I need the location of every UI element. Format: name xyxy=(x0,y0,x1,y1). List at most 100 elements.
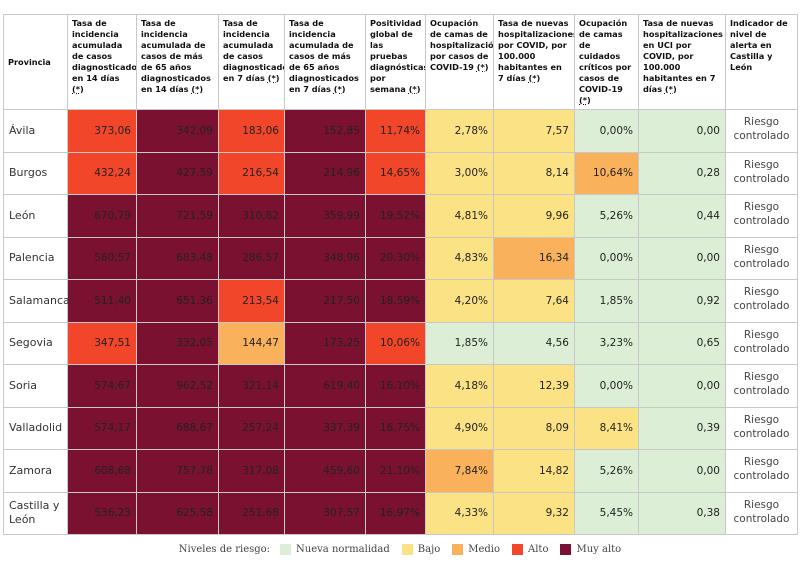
province-name: León xyxy=(3,194,68,238)
table-row: León 670,79 721,59 310,82 359,99 19,52% 4,81% 9… xyxy=(3,194,798,238)
indicator-cell: 4,20% xyxy=(425,279,494,323)
table-row: Zamora 608,68 757,78 317,08 459,60 21,10% 7,84… xyxy=(3,449,798,493)
indicator-cell: 337,39 xyxy=(284,406,366,450)
indicator-cell: 0,00% xyxy=(574,109,639,153)
indicator-cell: 0,00% xyxy=(574,364,639,408)
indicator-cell: 0,00% xyxy=(574,236,639,280)
legend-swatch xyxy=(401,543,413,555)
indicator-cell: 317,08 xyxy=(218,449,285,493)
indicator-cell: 144,47 xyxy=(218,321,285,365)
legend-label: Muy alto xyxy=(576,543,622,555)
indicator-cell: 3,23% xyxy=(574,321,639,365)
indicator-cell: 16,34 xyxy=(493,236,575,280)
indicator-cell: 625,58 xyxy=(136,491,219,535)
indicator-cell: 286,57 xyxy=(218,236,285,280)
indicator-cell: 348,96 xyxy=(284,236,366,280)
indicator-cell: 0,92 xyxy=(638,279,726,323)
header-indicador: Indicador de nivel de alerta en Castilla… xyxy=(725,14,798,110)
header-provincia: Provincia xyxy=(3,14,68,110)
indicator-cell: 9,96 xyxy=(493,194,575,238)
header-ocupacion-camas: Ocupación de camas de hospitalización po… xyxy=(425,14,494,110)
province-name: Salamanca xyxy=(3,279,70,323)
indicator-cell: 257,24 xyxy=(218,406,285,450)
indicator-cell: 574,67 xyxy=(67,364,137,408)
legend-label: Bajo xyxy=(417,543,441,555)
header-ia14: Tasa de incidencia acumulada de casos di… xyxy=(67,14,137,110)
indicator-cell: 0,28 xyxy=(638,151,726,195)
legend-item: Muy alto xyxy=(560,543,622,555)
indicator-cell: 511,40 xyxy=(67,279,137,323)
province-name: Zamora xyxy=(3,449,68,493)
indicator-cell: 9,32 xyxy=(493,491,575,535)
table-row: Segovia 347,51 332,05 144,47 173,25 10,06% 1,8… xyxy=(3,321,798,365)
indicator-cell: 757,78 xyxy=(136,449,219,493)
indicator-cell: 16,10% xyxy=(365,364,426,408)
legend-label: Alto xyxy=(528,543,549,555)
header-ia14-65: Tasa de incidencia acumulada de casos de… xyxy=(136,14,219,110)
legend-label: Medio xyxy=(468,543,501,555)
indicator-cell: 14,65% xyxy=(365,151,426,195)
province-name: Burgos xyxy=(3,151,68,195)
legend-swatch xyxy=(560,543,572,555)
indicator-cell: 0,00 xyxy=(638,449,726,493)
table-row: Salamanca 511,40 651,36 213,54 217,50 18,59% 4… xyxy=(3,279,798,323)
legend-swatch xyxy=(280,543,292,555)
indicator-cell: 321,14 xyxy=(218,364,285,408)
alert-level: Riesgo controlado xyxy=(725,406,798,450)
indicator-cell: 214,96 xyxy=(284,151,366,195)
indicator-cell: 619,40 xyxy=(284,364,366,408)
indicator-cell: 3,00% xyxy=(425,151,494,195)
indicator-cell: 1,85% xyxy=(574,279,639,323)
legend-swatch xyxy=(512,543,524,555)
indicator-cell: 10,06% xyxy=(365,321,426,365)
legend-item: Medio xyxy=(452,543,501,555)
table-row: Soria 574,67 962,52 321,14 619,40 16,10% 4,18%… xyxy=(3,364,798,408)
province-name: Valladolid xyxy=(3,406,68,450)
province-name: Ávila xyxy=(3,109,68,153)
header-positividad: Positividad global de las pruebas diagnó… xyxy=(365,14,426,110)
indicator-cell: 20,30% xyxy=(365,236,426,280)
legend-label: Nueva normalidad xyxy=(296,543,390,555)
header-row: Provincia Tasa de incidencia acumulada d… xyxy=(3,14,798,110)
indicator-cell: 217,50 xyxy=(284,279,366,323)
alert-level: Riesgo controlado xyxy=(725,236,798,280)
indicator-cell: 574,17 xyxy=(67,406,137,450)
alert-level: Riesgo controlado xyxy=(725,491,798,535)
indicator-cell: 16,75% xyxy=(365,406,426,450)
indicator-cell: 8,14 xyxy=(493,151,575,195)
table-row: Valladolid 574,17 688,67 257,24 337,39 16,75%… xyxy=(3,406,798,450)
indicator-cell: 7,64 xyxy=(493,279,575,323)
indicator-cell: 0,65 xyxy=(638,321,726,365)
header-ocupacion-criticos: Ocupación de camas de cuidados críticos … xyxy=(574,14,639,110)
indicator-cell: 5,26% xyxy=(574,194,639,238)
indicator-cell: 0,00 xyxy=(638,236,726,280)
indicator-cell: 213,54 xyxy=(218,279,285,323)
table-row: Burgos 432,24 427,59 216,54 214,96 14,65% 3,00… xyxy=(3,151,798,195)
header-nuevas-uci: Tasa de nuevas hospitalizaciones en UCI … xyxy=(638,14,726,110)
header-ia7-65: Tasa de incidencia acumulada de casos de… xyxy=(284,14,366,110)
indicator-cell: 373,06 xyxy=(67,109,137,153)
legend-item: Nueva normalidad xyxy=(280,543,390,555)
indicator-cell: 4,90% xyxy=(425,406,494,450)
table-row: Ávila 373,06 342,09 183,06 152,85 11,74% 2,78%… xyxy=(3,109,798,153)
table-row: Castilla y León 536,23 625,58 251,68 307,57 1… xyxy=(3,491,798,535)
legend-title: Niveles de riesgo: xyxy=(178,543,271,555)
indicator-cell: 342,09 xyxy=(136,109,219,153)
indicator-cell: 536,23 xyxy=(67,491,137,535)
indicator-cell: 688,67 xyxy=(136,406,219,450)
indicator-cell: 608,68 xyxy=(67,449,137,493)
indicator-cell: 670,79 xyxy=(67,194,137,238)
indicator-cell: 21,10% xyxy=(365,449,426,493)
indicator-cell: 0,39 xyxy=(638,406,726,450)
province-name: Segovia xyxy=(3,321,68,365)
indicator-cell: 359,99 xyxy=(284,194,366,238)
alert-indicators-table: Provincia Tasa de incidencia acumulada d… xyxy=(3,14,798,535)
indicator-cell: 683,48 xyxy=(136,236,219,280)
indicator-cell: 0,00 xyxy=(638,109,726,153)
province-name: Castilla y León xyxy=(3,491,68,535)
indicator-cell: 19,52% xyxy=(365,194,426,238)
indicator-cell: 7,57 xyxy=(493,109,575,153)
indicator-cell: 307,57 xyxy=(284,491,366,535)
indicator-cell: 12,39 xyxy=(493,364,575,408)
